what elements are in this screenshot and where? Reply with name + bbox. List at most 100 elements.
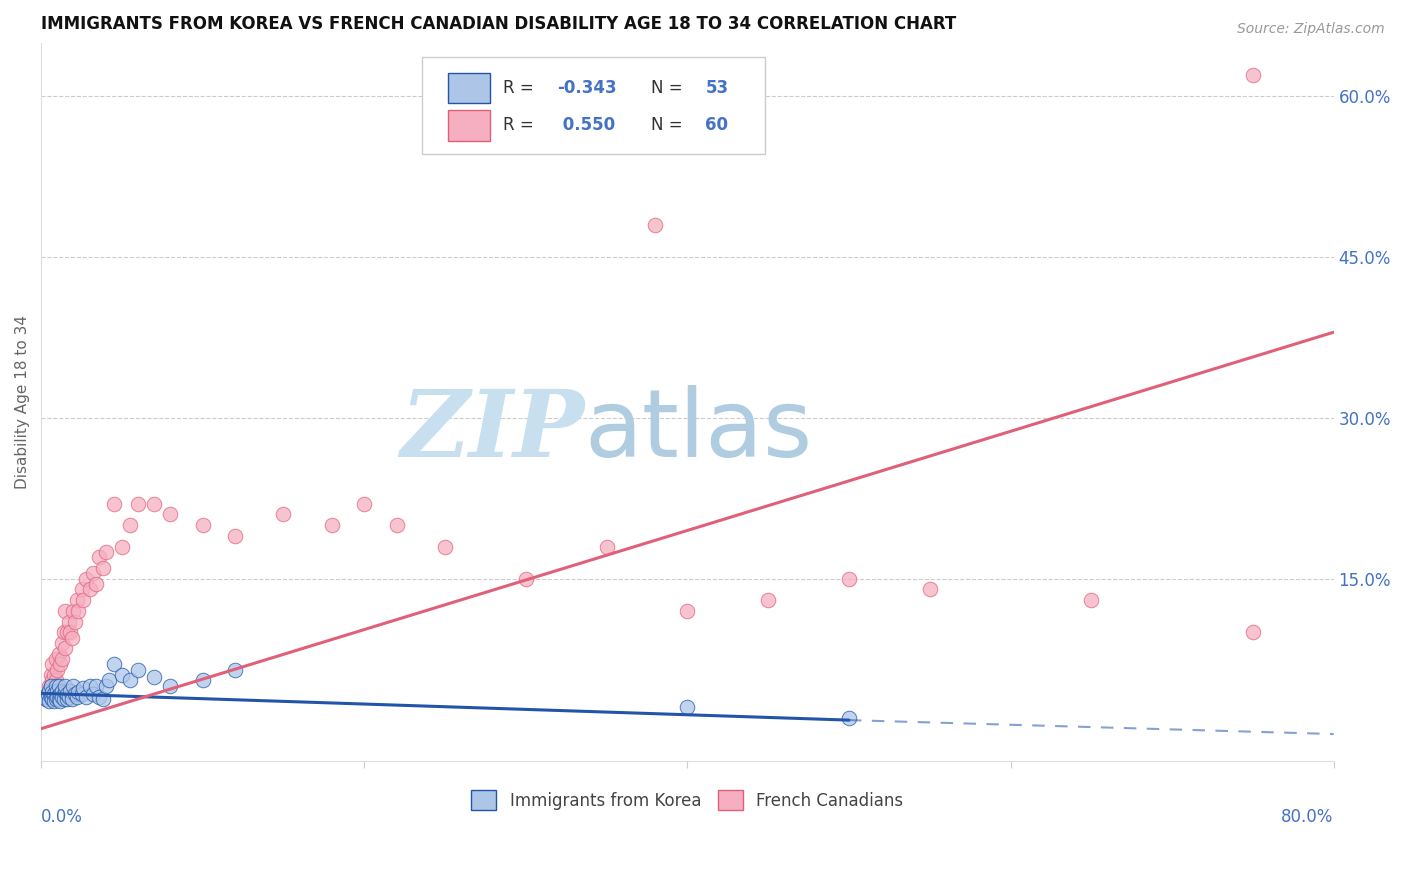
Point [34,690,56,704]
Point [72,593,94,607]
Point [46,679,69,693]
Point [39,668,62,682]
Point [191,673,214,688]
Point [46,663,69,677]
Text: 80.0%: 80.0% [1281,807,1334,825]
Point [56,691,79,706]
Point [35,691,58,706]
Point [56,687,79,701]
Point [60,691,83,706]
Point [91,691,114,706]
Text: atlas: atlas [583,384,813,476]
Point [91,561,114,575]
Point [224,663,246,677]
Point [41,673,63,688]
FancyBboxPatch shape [449,73,489,103]
Point [34,690,56,704]
Point [51,690,73,704]
Point [515,572,537,586]
Point [52,691,75,706]
Point [39,679,62,693]
Point [159,679,181,693]
Point [94,545,117,559]
Point [143,497,166,511]
Point [94,679,117,693]
Point [118,518,141,533]
Point [67,604,90,618]
FancyBboxPatch shape [422,57,765,154]
Point [59,625,82,640]
Point [79,582,101,597]
Point [39,690,62,704]
Point [58,615,80,629]
Point [75,572,97,586]
Point [41,691,63,706]
Point [38,694,60,708]
Point [103,497,125,511]
Point [70,582,93,597]
Point [66,690,89,704]
Point [385,518,408,533]
Point [143,670,166,684]
Point [1241,625,1264,640]
Point [49,694,72,708]
Text: 0.0%: 0.0% [41,807,83,825]
Point [1241,68,1264,82]
Text: 0.550: 0.550 [557,117,614,135]
Point [49,687,72,701]
Point [39,679,62,693]
Point [70,687,93,701]
Legend: Immigrants from Korea, French Canadians: Immigrants from Korea, French Canadians [465,783,910,817]
Point [48,647,70,661]
Point [45,652,67,666]
Point [1080,593,1102,607]
Point [84,679,107,693]
Point [321,518,343,533]
Point [75,690,97,704]
Point [111,668,134,682]
Point [62,604,84,618]
Point [48,691,70,706]
Point [45,679,67,693]
Point [41,685,63,699]
Point [89,690,111,704]
Point [98,673,121,688]
Y-axis label: Disability Age 18 to 34: Disability Age 18 to 34 [15,315,30,489]
Point [53,604,76,618]
Point [838,572,860,586]
Point [595,540,617,554]
FancyBboxPatch shape [449,111,489,141]
Point [48,679,70,693]
Point [58,690,80,704]
Point [37,687,59,701]
Point [38,679,60,693]
Point [42,687,65,701]
Point [918,582,941,597]
Point [45,673,67,688]
Point [35,691,58,706]
Point [66,593,89,607]
Text: IMMIGRANTS FROM KOREA VS FRENCH CANADIAN DISABILITY AGE 18 TO 34 CORRELATION CHA: IMMIGRANTS FROM KOREA VS FRENCH CANADIAN… [41,15,956,33]
Point [82,566,104,581]
Point [38,684,60,698]
Point [51,652,73,666]
Point [89,550,111,565]
Point [82,687,104,701]
Text: 53: 53 [706,79,728,97]
Point [118,673,141,688]
Point [191,518,214,533]
Point [838,711,860,725]
Text: -0.343: -0.343 [557,79,616,97]
Text: ZIP: ZIP [399,385,583,475]
Text: 60: 60 [706,117,728,135]
Point [434,540,457,554]
Point [676,604,699,618]
Point [224,529,246,543]
Point [60,631,83,645]
Point [127,497,149,511]
Point [159,508,181,522]
Point [37,687,59,701]
Point [63,687,86,701]
Point [49,657,72,672]
Point [62,679,84,693]
